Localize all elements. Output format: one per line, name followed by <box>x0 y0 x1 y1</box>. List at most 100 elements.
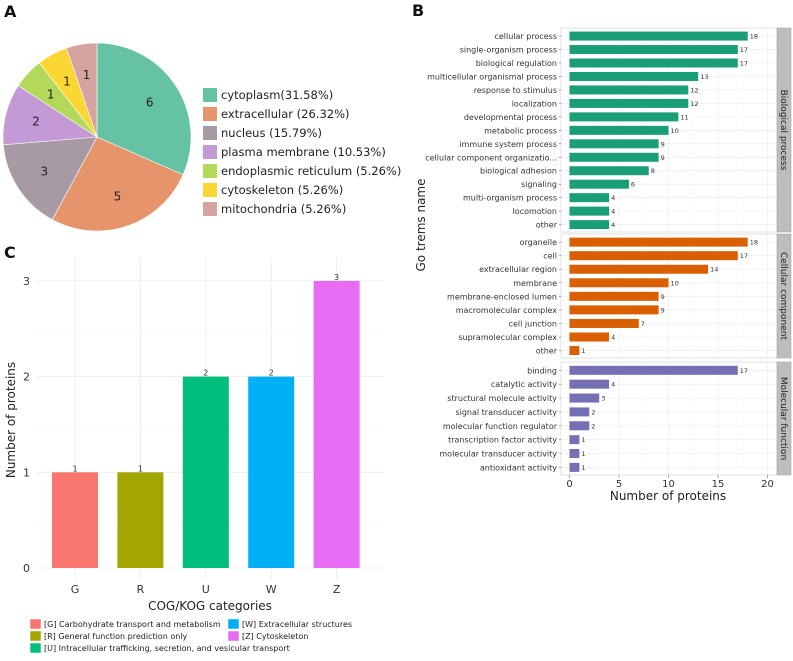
go-bar-value: 12 <box>690 86 698 94</box>
go-bar-value: 9 <box>661 154 665 162</box>
pie-slice <box>96 42 192 176</box>
cog-bar-value: 1 <box>138 464 143 473</box>
go-bar-value: 10 <box>671 127 679 135</box>
go-bar <box>569 332 610 342</box>
go-term-label: biological regulation <box>476 59 557 68</box>
legend-label: plasma membrane (10.53%) <box>221 145 386 159</box>
panel-label-a: A <box>4 2 17 21</box>
go-bar-value: 4 <box>611 194 615 202</box>
x-tick-label: 0 <box>566 479 572 490</box>
go-bar-value: 17 <box>740 60 748 68</box>
go-term-label: molecular function regulator <box>443 422 558 431</box>
go-bar-value: 4 <box>611 333 615 341</box>
go-bar <box>569 206 610 216</box>
go-bar-value: 1 <box>581 464 585 472</box>
go-term-label: macromolecular complex <box>456 306 558 315</box>
go-bar <box>569 251 738 261</box>
go-term-label: catalytic activity <box>491 380 557 389</box>
cog-bar <box>248 376 295 568</box>
legend-swatch <box>203 88 217 102</box>
go-bar-value: 12 <box>690 100 698 108</box>
go-bar <box>569 365 738 375</box>
go-bar <box>569 220 610 230</box>
go-term-label: signaling <box>521 180 557 189</box>
x-tick-label: 5 <box>616 479 622 490</box>
go-bar-value: 1 <box>581 450 585 458</box>
go-bar <box>569 264 709 274</box>
go-bar <box>569 45 738 55</box>
go-term-label: antioxidant activity <box>480 463 557 472</box>
b-y-axis-title: Go trems name <box>414 179 428 272</box>
facet-strip-label: Cellular component <box>778 252 788 340</box>
legend-swatch <box>203 183 217 197</box>
legend-swatch <box>203 202 217 216</box>
go-bar-value: 13 <box>700 73 708 81</box>
cog-bar-value: 3 <box>334 273 339 282</box>
go-bar <box>569 152 659 162</box>
legend-label: [G] Carbohydrate transport and metabolis… <box>44 620 221 629</box>
go-bar-value: 2 <box>591 408 595 416</box>
go-bar <box>569 139 659 149</box>
go-bar <box>569 379 610 389</box>
go-bar <box>569 291 659 301</box>
x-tick-label: 20 <box>761 479 774 490</box>
go-bar <box>569 449 580 459</box>
go-bar-value: 9 <box>661 140 665 148</box>
facet-strip-label: Biological process <box>778 90 788 171</box>
go-bar-value: 9 <box>661 306 665 314</box>
go-term-label: signal transducer activity <box>455 408 557 417</box>
pie-slice-value: 1 <box>83 68 91 82</box>
go-term-label: immune system process <box>459 140 557 149</box>
legend-label: cytoskeleton (5.26%) <box>221 183 343 197</box>
pie-slice-value: 6 <box>146 96 154 110</box>
cog-bar-chart: Number of proteins COG/KOG categories 0 1… <box>4 257 384 613</box>
x-tick-label: 10 <box>662 479 675 490</box>
x-tick-label: 15 <box>712 479 725 490</box>
go-term-label: binding <box>527 366 557 375</box>
go-bar-value: 4 <box>611 381 615 389</box>
legend-label: [Z] Cytoskeleton <box>242 632 308 641</box>
go-term-label: biological adhesion <box>480 167 557 176</box>
legend-label: [U] Intracellular trafficking, secretion… <box>44 644 290 653</box>
go-bar <box>569 58 738 68</box>
go-term-label: locomotion <box>513 207 557 216</box>
go-term-label: molecular transducer activity <box>439 450 557 459</box>
go-term-label: supramolecular complex <box>458 333 557 342</box>
go-bar <box>569 125 669 135</box>
legend-label: extracellular (26.32%) <box>221 107 350 121</box>
facet-strip <box>776 361 792 476</box>
go-bar-value: 14 <box>710 266 718 274</box>
go-bar-chart: Go trems name Number of proteins Biologi… <box>414 27 792 503</box>
go-bar <box>569 435 580 445</box>
cog-bar <box>182 376 229 568</box>
go-bar <box>569 98 689 108</box>
pie-legend: cytoplasm(31.58%) extracellular (26.32%) n… <box>203 88 401 216</box>
facet-strip-label: Molecular function <box>778 377 788 460</box>
go-bar <box>569 179 629 189</box>
legend-label: [W] Extracellular structures <box>242 620 352 629</box>
x-tick-label: R <box>137 583 145 596</box>
go-bar <box>569 462 580 472</box>
go-bar <box>569 112 679 122</box>
go-bar-value: 6 <box>631 181 635 189</box>
go-term-label: metabolic process <box>484 126 557 135</box>
go-bar <box>569 193 610 203</box>
legend-swatch <box>203 164 217 178</box>
legend-swatch <box>203 107 217 121</box>
go-bar-value: 8 <box>651 167 655 175</box>
c-x-axis-title: COG/KOG categories <box>148 599 272 613</box>
go-bar-value: 2 <box>591 422 595 430</box>
go-bar-value: 17 <box>740 252 748 260</box>
y-tick-label: 0 <box>23 562 30 575</box>
pie-slice <box>2 136 98 221</box>
go-bar-value: 18 <box>750 239 758 247</box>
go-term-label: single-organism process <box>460 46 557 55</box>
pie-slice-value: 2 <box>32 115 40 129</box>
go-bar <box>569 237 748 247</box>
cog-legend: [G] Carbohydrate transport and metabolis… <box>29 618 352 654</box>
go-term-label: extracellular region <box>479 265 557 274</box>
x-tick-label: U <box>202 583 210 596</box>
legend-swatch <box>203 145 217 159</box>
go-bar <box>569 31 748 41</box>
